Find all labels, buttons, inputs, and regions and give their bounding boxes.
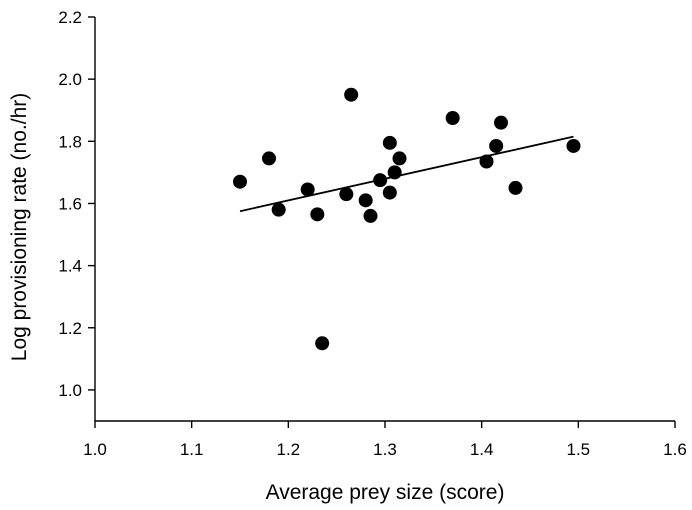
x-tick-label: 1.3 [373,440,397,459]
data-point [566,138,581,153]
data-point [271,202,286,217]
data-point [363,208,378,223]
y-tick-label: 2.2 [58,8,82,27]
y-tick-label: 2.0 [58,70,82,89]
y-axis-title: Log provisioning rate (no./hr) [8,93,31,361]
data-point [494,115,508,130]
data-point [300,182,315,197]
data-point [233,174,247,189]
data-point [489,138,504,153]
y-tick-label: 1.2 [58,319,82,338]
x-tick-label: 1.6 [663,440,687,459]
x-tick-label: 1.1 [180,440,204,459]
data-point [387,165,402,180]
x-tick-label: 1.2 [277,440,301,459]
data-point [310,207,325,222]
x-tick-label: 1.5 [567,440,591,459]
data-point [508,180,523,195]
y-ticks: 1.0 1.2 1.4 1.6 1.8 2.0 2.2 [58,8,95,400]
data-point [373,173,388,188]
x-tick-label: 1.4 [470,440,494,459]
data-point [382,135,397,150]
trendline [239,135,574,213]
data-point [315,336,330,351]
data-point [392,151,407,166]
data-points [233,87,581,351]
x-tick-label: 1.0 [83,440,107,459]
y-tick-label: 1.6 [58,194,82,213]
y-tick-label: 1.0 [58,381,82,400]
data-point [445,111,460,125]
y-tick-label: 1.4 [58,257,82,276]
data-point [479,154,494,169]
data-point [358,193,373,208]
y-tick-label: 1.8 [58,132,82,151]
x-axis-title: Average prey size (score) [266,481,505,504]
trendline-group [239,135,574,213]
axes [94,17,675,422]
data-point [262,151,276,166]
data-point [382,185,397,200]
data-point [344,87,359,102]
data-point [339,187,354,202]
x-ticks: 1.0 1.1 1.2 1.3 1.4 1.5 1.6 [83,421,687,459]
